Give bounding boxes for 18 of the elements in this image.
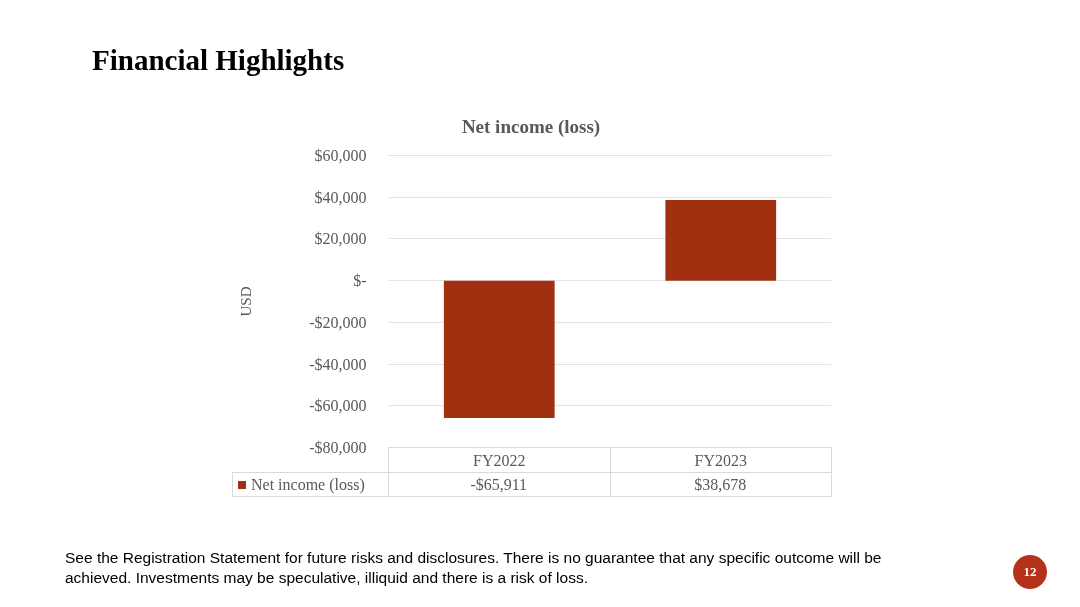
y-axis-title: USD — [238, 286, 255, 317]
y-tick-label: $20,000 — [314, 230, 367, 248]
y-tick-label: -$80,000 — [309, 439, 367, 456]
chart-title: Financial Highlights — [92, 44, 345, 76]
legend-label: Net income (loss) — [232, 472, 389, 497]
data-label: -$65,911 — [388, 472, 611, 497]
text: See the Registration Statement for future risks and disclosures. There is no guarantee that any specific outcome will be achieved. Investments may be speculative, illiquid and there is a risk of loss. — [65, 548, 883, 588]
x-tick-label: FY2022 — [473, 451, 526, 469]
y-tick-label: -$20,000 — [309, 313, 367, 331]
y-tick-label: $60,000 — [314, 147, 367, 164]
y-tick-label: $- — [353, 272, 367, 290]
text: 12 — [1022, 564, 1038, 580]
y-tick-label: $40,000 — [314, 188, 367, 206]
y-tick-label: -$40,000 — [309, 355, 367, 373]
y-tick-label: -$60,000 — [309, 397, 367, 415]
chart-subtitle: Net income (loss) — [461, 116, 601, 137]
data-label: $38,678 — [609, 472, 832, 497]
x-tick-label: FY2023 — [694, 451, 747, 469]
